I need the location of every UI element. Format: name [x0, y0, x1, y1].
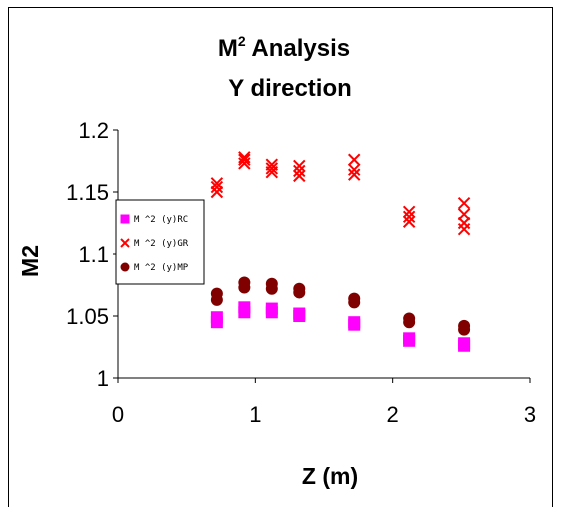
- x-stroke: [238, 153, 251, 166]
- legend-label: M ^2 (y)MP: [134, 263, 189, 273]
- chart-title-main: M: [218, 35, 238, 62]
- y-tick-label: 1.2: [78, 118, 109, 143]
- legend-marker: [120, 214, 130, 224]
- data-point: [402, 215, 416, 228]
- x-stroke: [402, 205, 416, 219]
- y-tick-label: 1.15: [66, 180, 109, 205]
- chart-title: M2 Analysis: [218, 33, 350, 62]
- chart-frame: [8, 7, 553, 507]
- data-point: [238, 301, 251, 314]
- data-point: [348, 163, 361, 176]
- data-point: [210, 287, 223, 300]
- data-point: [348, 316, 361, 329]
- data-point: [457, 222, 471, 236]
- x-stroke: [457, 196, 471, 210]
- data-point: [402, 205, 416, 219]
- legend-marker: [120, 262, 130, 272]
- x-stroke: [457, 208, 471, 221]
- data-point: [348, 153, 361, 166]
- data-point: [293, 282, 306, 295]
- legend-label: M ^2 (y)RC: [134, 215, 188, 225]
- y-axis-label: M2: [17, 245, 43, 277]
- x-tick-label: 3: [524, 402, 536, 427]
- legend-marker: [120, 238, 130, 248]
- series-x: [210, 151, 471, 236]
- data-point: [238, 276, 251, 289]
- data-point: [238, 153, 251, 166]
- x-axis-label: Z (m): [302, 463, 358, 489]
- data-point: [210, 311, 223, 324]
- data-point: [348, 292, 361, 305]
- series-circle: [210, 276, 471, 336]
- legend: M ^2 (y)RC M ^2 (y)GR M ^2 (y)MP: [115, 199, 205, 285]
- x-stroke: [402, 215, 416, 228]
- data-point: [458, 337, 471, 350]
- x-stroke: [293, 164, 306, 178]
- data-point: [238, 151, 251, 164]
- x-stroke: [265, 162, 279, 175]
- x-stroke: [210, 177, 224, 190]
- data-point: [403, 332, 416, 345]
- data-point: [265, 158, 279, 171]
- data-point: [403, 312, 416, 325]
- x-stroke: [238, 151, 251, 164]
- x-stroke: [348, 163, 361, 176]
- y-tick-label: 1: [97, 366, 109, 391]
- x-stroke: [348, 153, 361, 166]
- data-point: [265, 277, 278, 290]
- data-point: [210, 180, 224, 194]
- data-point: [293, 159, 306, 173]
- data-point: [293, 307, 306, 320]
- chart-subtitle: Y direction: [228, 75, 352, 102]
- x-stroke: [348, 168, 361, 181]
- data-point: [457, 208, 471, 221]
- legend-label: M ^2 (y)GR: [134, 239, 189, 249]
- x-tick-label: 1: [249, 402, 261, 427]
- data-point: [265, 162, 279, 175]
- x-stroke: [120, 238, 130, 248]
- legend-box: [115, 199, 205, 285]
- series-square: [210, 301, 471, 352]
- data-point: [402, 210, 416, 224]
- x-stroke: [293, 169, 306, 183]
- data-point: [210, 177, 224, 190]
- chart-title-superscript: 2: [238, 33, 246, 49]
- data-point: [293, 169, 306, 183]
- x-stroke: [210, 180, 224, 194]
- x-stroke: [293, 159, 306, 173]
- y-tick-label: 1.05: [66, 304, 109, 329]
- x-stroke: [402, 210, 416, 224]
- x-stroke: [265, 158, 279, 171]
- data-point: [457, 196, 471, 210]
- y-tick-label: 1.1: [78, 242, 109, 267]
- data-point: [458, 319, 471, 332]
- x-tick-label: 0: [112, 402, 124, 427]
- data-point: [293, 164, 306, 178]
- data-marks: [210, 151, 471, 352]
- data-point: [265, 302, 278, 315]
- x-tick-label: 2: [387, 402, 399, 427]
- axes: 11.051.11.151.20 1 2 3: [66, 118, 536, 427]
- chart-title-rest: Analysis: [246, 35, 351, 62]
- data-point: [348, 168, 361, 181]
